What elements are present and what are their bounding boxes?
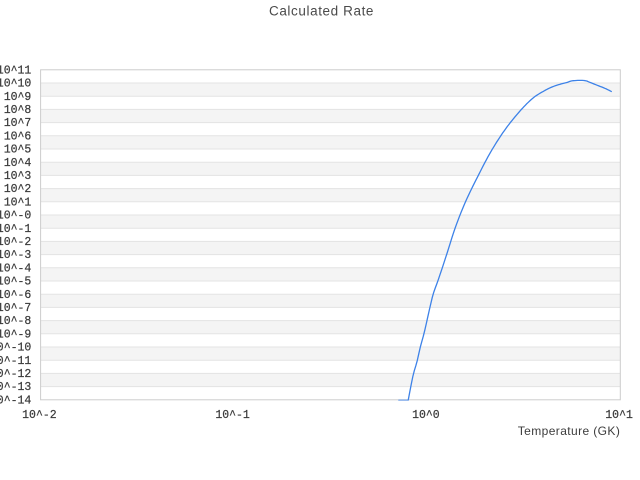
svg-text:10^5: 10^5 <box>4 144 32 157</box>
svg-text:10^3: 10^3 <box>4 170 32 183</box>
svg-text:10^1: 10^1 <box>605 409 633 422</box>
svg-text:10^0: 10^0 <box>412 409 440 422</box>
svg-text:10^-13: 10^-13 <box>0 381 31 394</box>
svg-text:10^7: 10^7 <box>4 117 32 130</box>
svg-text:10^-10: 10^-10 <box>0 342 31 355</box>
svg-text:10^-2: 10^-2 <box>0 236 31 249</box>
svg-text:10^-11: 10^-11 <box>0 355 31 368</box>
svg-text:10^1: 10^1 <box>4 196 32 209</box>
svg-text:10^-12: 10^-12 <box>0 368 31 381</box>
svg-text:10^4: 10^4 <box>4 157 32 170</box>
svg-text:Temperature (GK): Temperature (GK) <box>518 424 620 438</box>
svg-text:10^-7: 10^-7 <box>0 302 31 315</box>
svg-text:10^11: 10^11 <box>0 64 31 77</box>
svg-text:10^-6: 10^-6 <box>0 289 31 302</box>
svg-text:10^8: 10^8 <box>4 104 32 117</box>
svg-text:10^-9: 10^-9 <box>0 328 31 341</box>
svg-text:10^-5: 10^-5 <box>0 276 31 289</box>
svg-text:10^-4: 10^-4 <box>0 262 31 275</box>
svg-text:10^-1: 10^-1 <box>215 409 250 422</box>
svg-text:10^-1: 10^-1 <box>0 223 31 236</box>
svg-text:10^-14: 10^-14 <box>0 394 31 407</box>
svg-text:10^9: 10^9 <box>4 91 32 104</box>
svg-text:10^-2: 10^-2 <box>22 409 57 422</box>
svg-text:10^-3: 10^-3 <box>0 249 31 262</box>
svg-text:10^10: 10^10 <box>0 78 31 91</box>
svg-text:10^6: 10^6 <box>4 130 32 143</box>
svg-text:10^-8: 10^-8 <box>0 315 31 328</box>
svg-text:10^-0: 10^-0 <box>0 210 31 223</box>
svg-text:Calculated Rate: Calculated Rate <box>269 3 374 18</box>
svg-text:10^2: 10^2 <box>4 183 32 196</box>
